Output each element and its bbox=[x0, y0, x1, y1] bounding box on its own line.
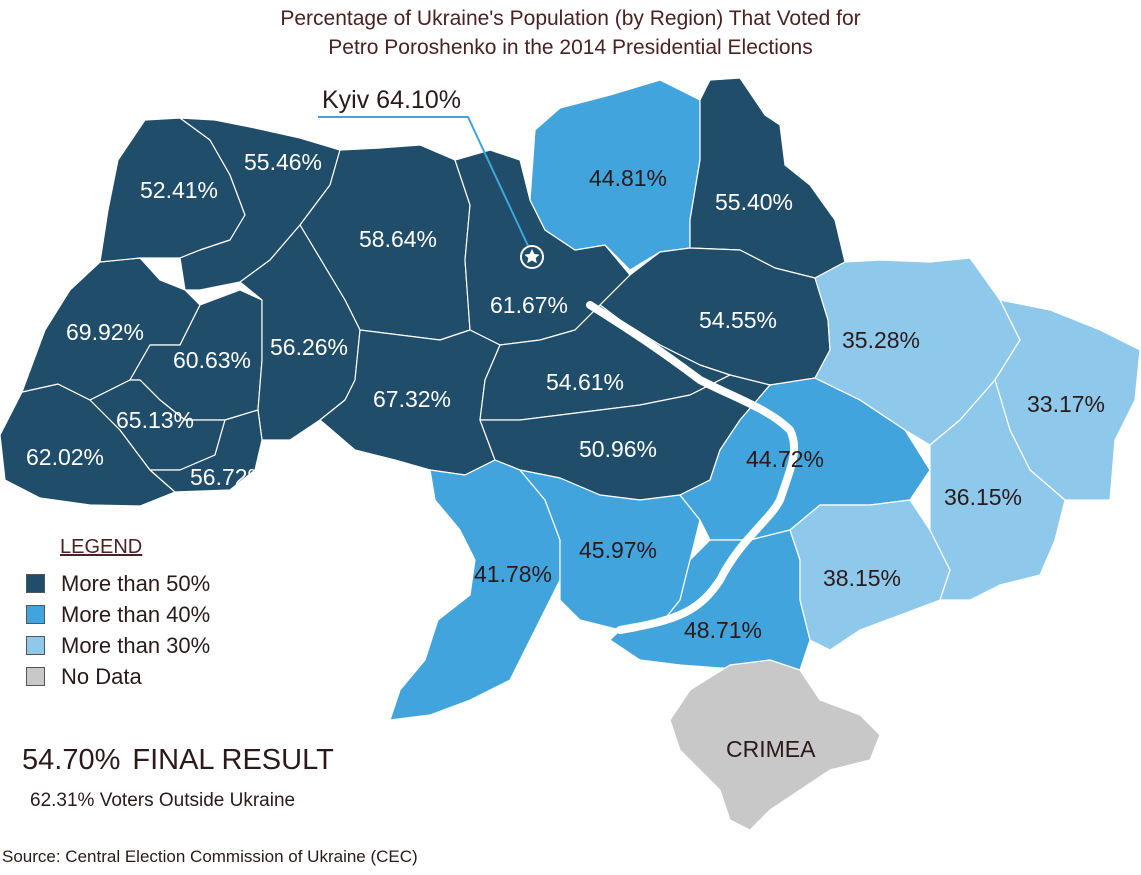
title-line-2: Petro Poroshenko in the 2014 Presidentia… bbox=[328, 36, 813, 59]
label-ivano-frankivsk: 65.13% bbox=[116, 407, 194, 433]
final-result-label: FINAL RESULT bbox=[132, 744, 334, 776]
label-chernivtsi: 56.72% bbox=[190, 464, 268, 490]
label-khmelnytskyi: 56.26% bbox=[270, 334, 348, 360]
label-dnipropetrovsk: 44.72% bbox=[746, 446, 824, 472]
label-sumy: 55.40% bbox=[715, 189, 793, 215]
map-title: Percentage of Ukraine's Population (by R… bbox=[0, 4, 1141, 62]
label-lviv: 69.92% bbox=[66, 319, 144, 345]
label-crimea: CRIMEA bbox=[726, 736, 816, 762]
region-crimea[interactable] bbox=[669, 659, 881, 831]
final-result-value: 54.70% bbox=[22, 744, 121, 776]
label-vinnytsia: 67.32% bbox=[373, 386, 451, 412]
region-rivne[interactable] bbox=[179, 117, 341, 291]
label-cherkasy: 54.61% bbox=[546, 369, 624, 395]
legend: More than 50% More than 40% More than 30… bbox=[26, 568, 210, 692]
regions-layer bbox=[0, 77, 1141, 831]
legend-swatch bbox=[26, 605, 45, 624]
final-result: 54.70% FINAL RESULT bbox=[22, 744, 334, 777]
label-zhytomyr: 58.64% bbox=[359, 226, 437, 252]
voters-outside-note: 62.31% Voters Outside Ukraine bbox=[30, 790, 296, 811]
dnipro-river bbox=[586, 301, 799, 634]
label-kherson: 48.71% bbox=[684, 617, 762, 643]
region-donetsk[interactable] bbox=[929, 379, 1066, 601]
label-volyn: 52.41% bbox=[140, 177, 218, 203]
region-odesa[interactable] bbox=[389, 459, 561, 721]
label-rivne: 55.46% bbox=[244, 149, 322, 175]
label-zakarpattia: 62.02% bbox=[26, 444, 104, 470]
legend-item: More than 30% bbox=[26, 630, 210, 661]
legend-label: More than 50% bbox=[61, 570, 211, 596]
title-line-1: Percentage of Ukraine's Population (by R… bbox=[280, 7, 861, 30]
label-ternopil: 60.63% bbox=[173, 347, 251, 373]
label-luhansk: 33.17% bbox=[1027, 391, 1105, 417]
legend-label: No Data bbox=[61, 663, 142, 689]
label-kyiv-city: Kyiv 64.10% bbox=[322, 86, 461, 114]
legend-item: More than 40% bbox=[26, 599, 210, 630]
label-kirovohrad: 50.96% bbox=[579, 436, 657, 462]
label-kyiv-oblast: 61.67% bbox=[490, 292, 568, 318]
legend-swatch bbox=[26, 667, 45, 686]
legend-swatch bbox=[26, 574, 45, 593]
label-poltava: 54.55% bbox=[699, 307, 777, 333]
region-chernivtsi[interactable] bbox=[149, 409, 263, 493]
label-chernihiv: 44.81% bbox=[589, 165, 667, 191]
legend-swatch bbox=[26, 636, 45, 655]
legend-item: No Data bbox=[26, 661, 210, 692]
kyiv-star-icon bbox=[524, 249, 540, 264]
legend-label: More than 40% bbox=[61, 601, 211, 627]
region-sumy[interactable] bbox=[689, 77, 846, 279]
label-odesa: 41.78% bbox=[474, 561, 552, 587]
label-kharkiv: 35.28% bbox=[842, 327, 920, 353]
legend-item: More than 50% bbox=[26, 568, 210, 599]
legend-title: LEGEND bbox=[60, 536, 143, 558]
legend-label: More than 30% bbox=[61, 632, 211, 658]
source-note: Source: Central Election Commission of U… bbox=[2, 847, 418, 866]
label-zaporizhzhia: 38.15% bbox=[823, 565, 901, 591]
label-donetsk: 36.15% bbox=[944, 484, 1022, 510]
kyiv-leader-line bbox=[318, 116, 531, 251]
label-mykolaiv: 45.97% bbox=[579, 537, 657, 563]
region-zaporizhzhia[interactable] bbox=[789, 499, 951, 651]
